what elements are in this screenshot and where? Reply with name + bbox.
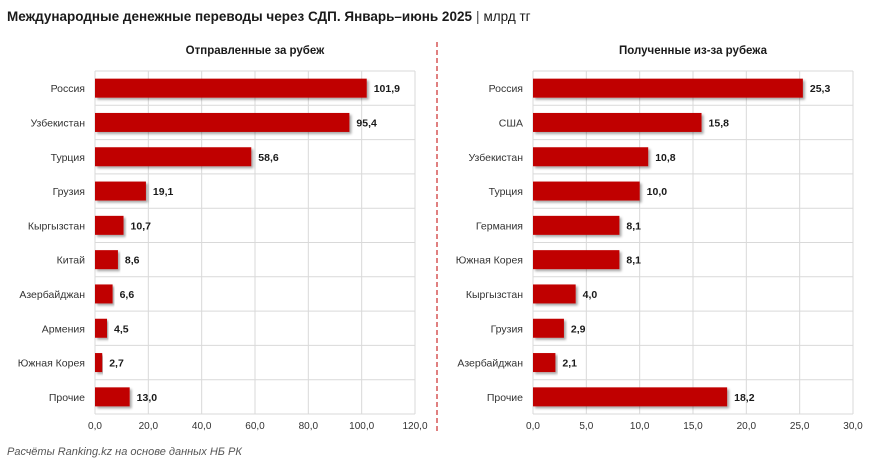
right-bar	[533, 215, 620, 235]
left-category-label: Азербайджан	[19, 289, 85, 301]
left-value-label: 8,6	[125, 255, 140, 267]
right-x-tick-label: 5,0	[579, 421, 593, 432]
left-category-label: Южная Корея	[18, 358, 85, 370]
left-bar	[95, 387, 130, 407]
left-x-tick-label: 20,0	[139, 421, 159, 432]
left-bar	[95, 318, 107, 338]
left-bar	[95, 147, 252, 167]
left-category-label: Россия	[51, 83, 85, 95]
right-category-label: Прочие	[487, 392, 523, 404]
right-x-tick-label: 0,0	[526, 421, 540, 432]
left-value-label: 13,0	[137, 392, 158, 404]
left-value-label: 4,5	[114, 323, 129, 335]
source-note: Расчёты Ranking.kz на основе данных НБ Р…	[7, 446, 242, 458]
left-x-tick-label: 120,0	[402, 421, 427, 432]
left-bar	[95, 284, 113, 304]
right-value-label: 10,0	[647, 186, 668, 198]
right-bar	[533, 318, 564, 338]
right-value-label: 8,1	[626, 255, 641, 267]
left-x-tick-label: 60,0	[245, 421, 265, 432]
right-x-tick-label: 20,0	[737, 421, 757, 432]
right-value-label: 2,9	[571, 323, 586, 335]
right-bar	[533, 181, 640, 201]
right-x-tick-label: 10,0	[630, 421, 650, 432]
right-bar	[533, 147, 649, 167]
left-bar	[95, 215, 124, 235]
right-bar	[533, 284, 576, 304]
left-category-label: Прочие	[49, 392, 85, 404]
left-x-tick-label: 100,0	[349, 421, 374, 432]
left-value-label: 58,6	[258, 152, 279, 164]
left-bar	[95, 78, 367, 98]
right-category-label: Германия	[476, 220, 523, 232]
right-value-label: 4,0	[583, 289, 598, 301]
left-panel-title: Отправленные за рубеж	[185, 45, 325, 57]
right-value-label: 15,8	[709, 117, 730, 129]
left-category-label: Грузия	[53, 186, 85, 198]
right-value-label: 18,2	[734, 392, 755, 404]
right-value-label: 8,1	[626, 220, 641, 232]
right-bar	[533, 78, 803, 98]
right-bar	[533, 387, 728, 407]
right-bar	[533, 112, 702, 132]
chart-title: Международные денежные переводы через СД…	[7, 9, 531, 24]
right-panel-title: Полученные из-за рубежа	[618, 45, 767, 57]
right-category-label: Россия	[489, 83, 523, 95]
right-category-label: Узбекистан	[468, 152, 523, 164]
title-separator: |	[475, 9, 480, 24]
right-x-tick-label: 30,0	[843, 421, 863, 432]
left-bar	[95, 250, 118, 270]
right-category-label: Южная Корея	[456, 255, 523, 267]
left-category-label: Турция	[51, 152, 85, 164]
left-category-label: Китай	[57, 255, 86, 267]
left-x-tick-label: 0,0	[88, 421, 102, 432]
left-bar	[95, 353, 103, 373]
right-bar	[533, 250, 620, 270]
right-bar	[533, 353, 556, 373]
left-value-label: 101,9	[374, 83, 400, 95]
left-category-label: Кыргызстан	[28, 220, 85, 232]
right-category-label: Кыргызстан	[466, 289, 523, 301]
left-value-label: 95,4	[356, 117, 377, 129]
chart-title-text: Международные денежные переводы через СД…	[7, 9, 472, 24]
left-category-label: Армения	[42, 323, 85, 335]
left-category-label: Узбекистан	[30, 117, 85, 129]
right-value-label: 10,8	[655, 152, 676, 164]
right-category-label: США	[499, 117, 523, 129]
left-x-tick-label: 40,0	[192, 421, 212, 432]
right-value-label: 25,3	[810, 83, 831, 95]
right-value-label: 2,1	[562, 358, 577, 370]
right-category-label: Азербайджан	[457, 358, 523, 370]
left-value-label: 6,6	[120, 289, 135, 301]
left-value-label: 2,7	[109, 358, 124, 370]
right-x-tick-label: 25,0	[790, 421, 810, 432]
right-category-label: Грузия	[491, 323, 523, 335]
left-x-tick-label: 80,0	[299, 421, 319, 432]
left-value-label: 19,1	[153, 186, 174, 198]
right-x-tick-label: 15,0	[683, 421, 703, 432]
left-bar	[95, 181, 146, 201]
left-value-label: 10,7	[131, 220, 152, 232]
right-category-label: Турция	[489, 186, 523, 198]
chart-unit: млрд тг	[483, 9, 531, 24]
left-bar	[95, 112, 350, 132]
